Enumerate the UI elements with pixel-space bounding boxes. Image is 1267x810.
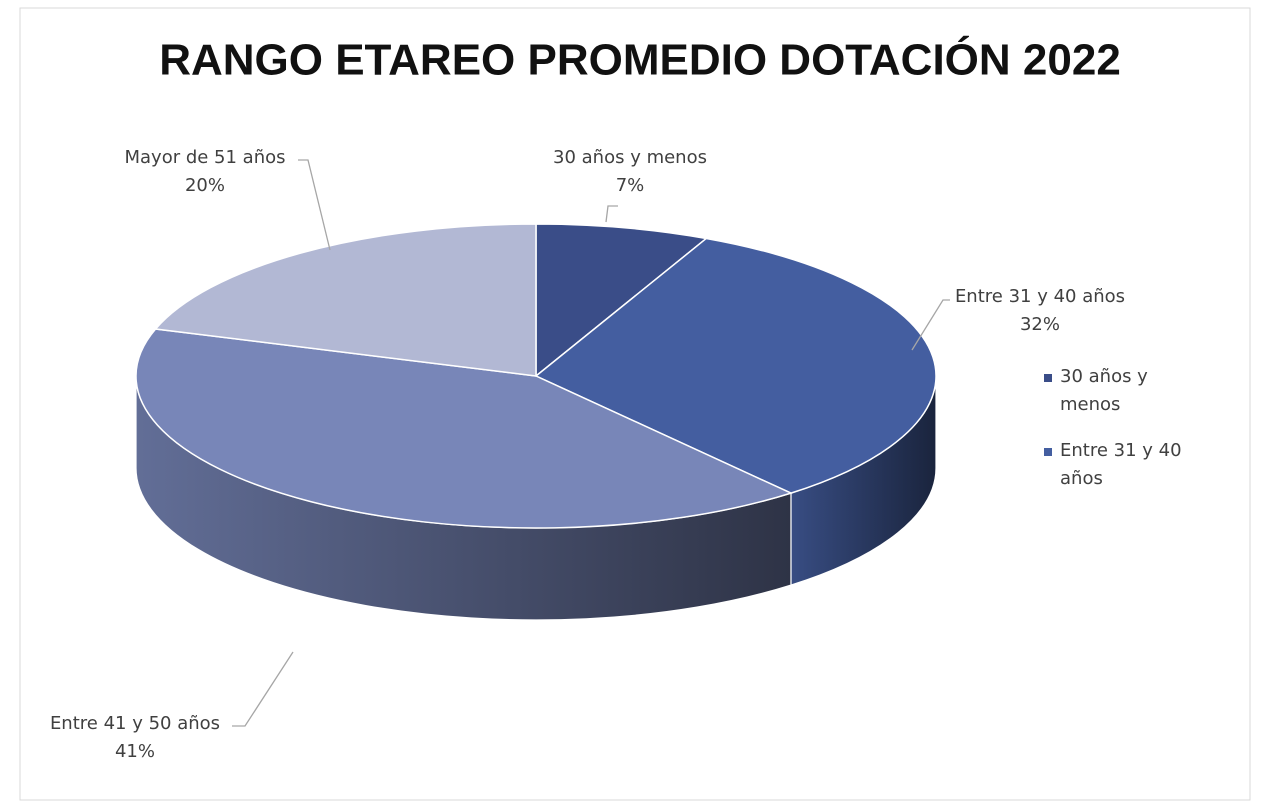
data-label-name: Entre 41 y 50 años [50,713,220,734]
data-label-name: Mayor de 51 años [124,147,285,168]
leader-line [605,205,618,223]
legend-label: 30 años y menos [1060,366,1148,415]
data-label-value: 20% [185,175,225,196]
slice [154,223,537,377]
legend-label: Entre 31 y 40 años [1060,440,1182,489]
legend-item: 30 años y menos [1060,366,1148,415]
chart-title: RANGO ETAREO PROMEDIO DOTACIÓN 2022 [159,35,1121,85]
leader-line [232,651,294,727]
slice [535,223,709,378]
data-label-value: 7% [616,175,645,196]
leader-line [298,159,331,251]
data-label-value: 32% [1020,314,1060,335]
legend-swatch [1044,374,1052,382]
leader-line [911,299,950,351]
slice [534,237,937,494]
legend-swatch [1044,448,1052,456]
data-label-name: Entre 31 y 40 años [955,286,1125,307]
legend-item: Entre 31 y 40 años [1060,440,1182,489]
data-label-value: 41% [115,741,155,762]
slice [135,328,794,529]
data-label-name: 30 años y menos [553,147,707,168]
